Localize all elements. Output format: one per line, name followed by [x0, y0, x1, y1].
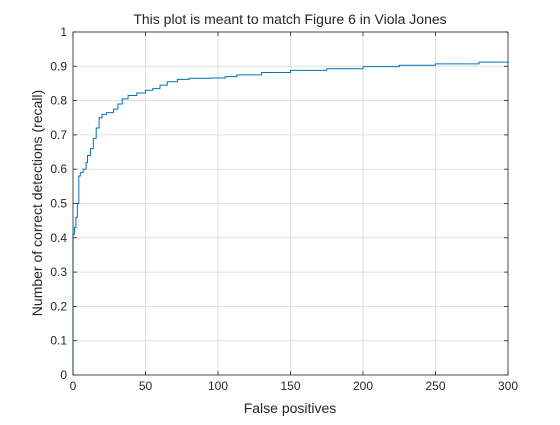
series-line: [72, 61, 509, 375]
x-axis-title: False positives: [244, 400, 337, 416]
chart-title: This plot is meant to match Figure 6 in …: [133, 11, 446, 27]
y-tick-label: 0.8: [50, 94, 67, 108]
y-tick-label: 0.1: [50, 334, 67, 348]
ticks: 0 50 100 150 200 250 300 0 0.1 0.2 0.3 0.4 0.5 0.6 0.7…: [50, 25, 518, 393]
y-tick-label: 1: [60, 25, 67, 39]
y-tick-label: 0.4: [50, 231, 67, 245]
x-tick-label: 150: [280, 379, 300, 393]
y-axis-title: Number of correct detections (recall): [29, 90, 45, 316]
x-tick-label: 100: [208, 379, 228, 393]
y-tick-label: 0.5: [50, 197, 67, 211]
x-tick-label: 200: [353, 379, 373, 393]
x-tick-label: 250: [425, 379, 445, 393]
y-tick-label: 0.2: [50, 299, 67, 313]
x-tick-label: 300: [498, 379, 518, 393]
y-tick-label: 0.9: [50, 59, 67, 73]
x-tick-label: 50: [139, 379, 153, 393]
y-tick-label: 0.3: [50, 265, 67, 279]
x-tick-label: 0: [70, 379, 77, 393]
y-tick-label: 0: [60, 368, 67, 382]
series-layer: [72, 61, 509, 375]
y-tick-label: 0.7: [50, 128, 67, 142]
y-tick-label: 0.6: [50, 162, 67, 176]
